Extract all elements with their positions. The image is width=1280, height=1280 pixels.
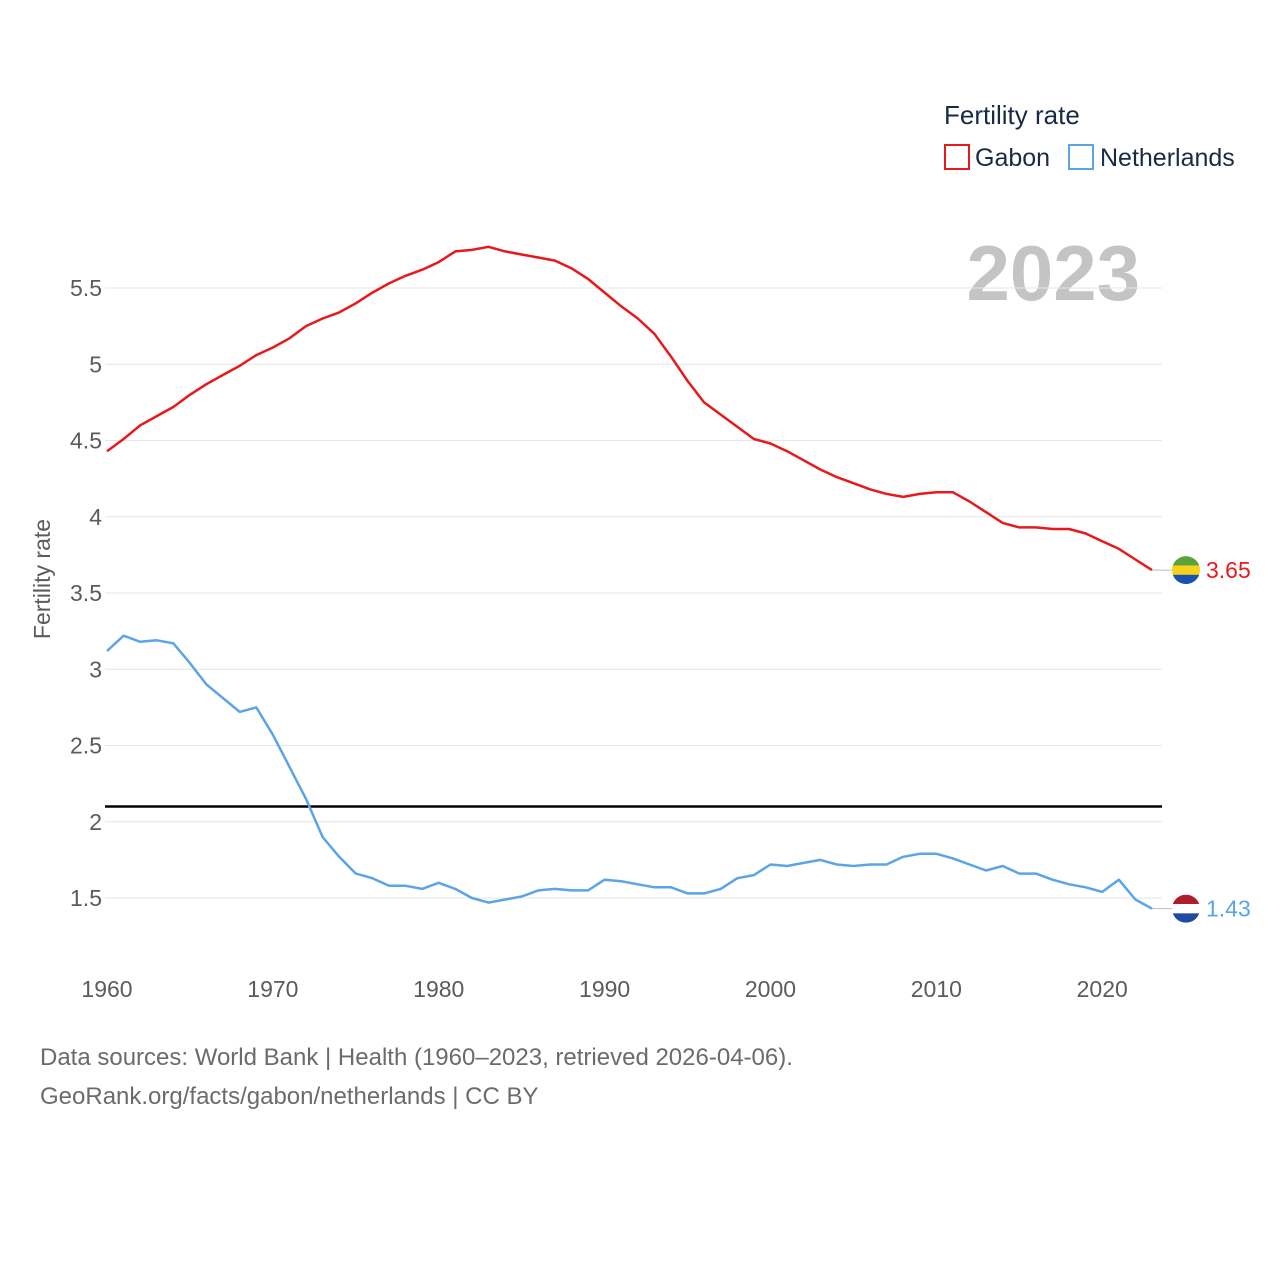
end-label-gabon: 3.65 [1206,557,1251,583]
year-badge: 2023 [966,229,1140,317]
series-lines [106,245,1153,910]
series-line-netherlands [106,634,1153,910]
y-tick-label: 4 [89,504,102,530]
legend-swatch-gabon [944,144,970,170]
legend-title: Fertility rate [944,100,1080,130]
y-tick-label: 4.5 [70,428,102,454]
series-end-markers: 3.65 1.43 [1152,556,1251,923]
legend-swatch-netherlands [1068,144,1094,170]
y-tick-label: 3 [89,656,102,682]
x-tick-label: 1980 [413,976,464,1002]
y-tick-label: 1.5 [70,885,102,911]
source-line: Data sources: World Bank | Health (1960–… [40,1044,793,1071]
x-tick-label: 2010 [911,976,962,1002]
y-tick-label: 5 [89,351,102,377]
source-link[interactable]: GeoRank.org/facts/gabon/netherlands | CC… [40,1083,539,1110]
x-tick-label: 1990 [579,976,630,1002]
netherlands-flag-icon [1172,894,1200,923]
x-tick-label: 1970 [247,976,298,1002]
y-tick-label: 3.5 [70,580,102,606]
y-axis-title: Fertility rate [29,519,55,639]
series-line-gabon [106,245,1153,572]
y-tick-label: 2.5 [70,733,102,759]
gridlines [105,287,1162,899]
y-tick-label: 5.5 [70,275,102,301]
x-tick-label: 1960 [81,976,132,1002]
y-tick-labels: 1.5 2 2.5 3 3.5 4 4.5 5 5.5 [70,275,102,911]
legend-item-gabon[interactable]: Gabon [944,144,1050,172]
gabon-flag-icon [1172,556,1200,585]
y-tick-label: 2 [89,809,102,835]
x-tick-label: 2000 [745,976,796,1002]
x-tick-labels: 1960 1970 1980 1990 2000 2010 2020 [81,976,1127,1002]
end-label-netherlands: 1.43 [1206,896,1251,922]
legend-item-netherlands[interactable]: Netherlands [1068,144,1235,172]
legend-label-gabon: Gabon [975,144,1050,172]
legend-label-netherlands: Netherlands [1100,144,1235,172]
x-tick-label: 2020 [1077,976,1128,1002]
